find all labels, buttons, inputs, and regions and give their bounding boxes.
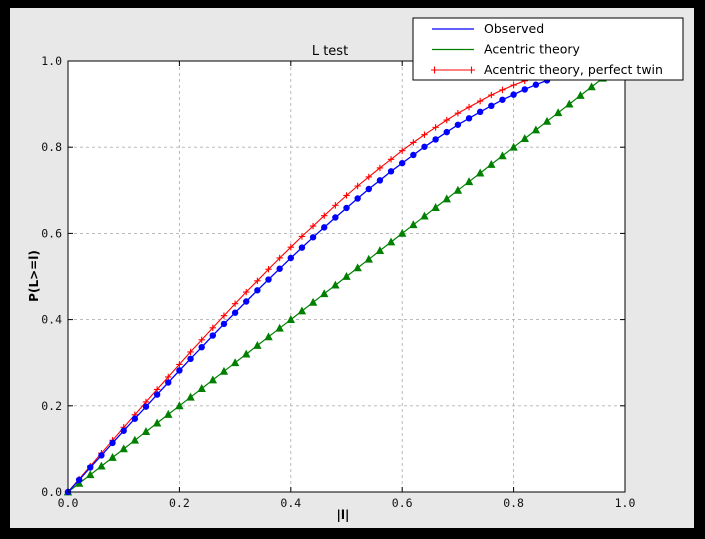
svg-text:0.0: 0.0 [58, 496, 79, 510]
svg-text:0.6: 0.6 [392, 496, 413, 510]
svg-text:0.8: 0.8 [41, 140, 62, 154]
legend-plus-marker-right-icon [468, 66, 475, 74]
legend-entry-acentric-theory: Acentric theory [432, 42, 580, 57]
chart-title: L test [312, 44, 348, 59]
svg-text:0.8: 0.8 [503, 496, 524, 510]
legend: Observed Acentric theory Acentric theory… [412, 17, 684, 81]
legend-plus-marker-left-icon [431, 66, 438, 74]
svg-text:0.2: 0.2 [41, 399, 62, 413]
legend-entry-observed: Observed [432, 21, 544, 36]
legend-label-acentric-theory: Acentric theory [484, 42, 580, 57]
svg-text:0.4: 0.4 [41, 313, 62, 327]
svg-text:0.6: 0.6 [41, 226, 62, 240]
y-axis-label: P(L>=l) [27, 250, 41, 302]
svg-text:1.0: 1.0 [615, 496, 636, 510]
legend-label-observed: Observed [484, 21, 544, 36]
x-axis-label: |l| [337, 508, 350, 522]
svg-text:1.0: 1.0 [41, 54, 62, 68]
data-series [63, 56, 630, 496]
legend-label-perfect-twin: Acentric theory, perfect twin [484, 62, 663, 77]
legend-entry-perfect-twin: Acentric theory, perfect twin [431, 62, 663, 77]
svg-text:0.2: 0.2 [169, 496, 190, 510]
svg-text:0.4: 0.4 [280, 496, 301, 510]
axis-ticks: 0.0 0.2 0.4 0.6 0.8 1.0 0.0 0.2 0.4 0.6 0.8 1.0 [41, 54, 635, 510]
grid-lines [68, 61, 625, 492]
axes-frame [67, 60, 626, 493]
svg-text:0.0: 0.0 [41, 485, 62, 499]
